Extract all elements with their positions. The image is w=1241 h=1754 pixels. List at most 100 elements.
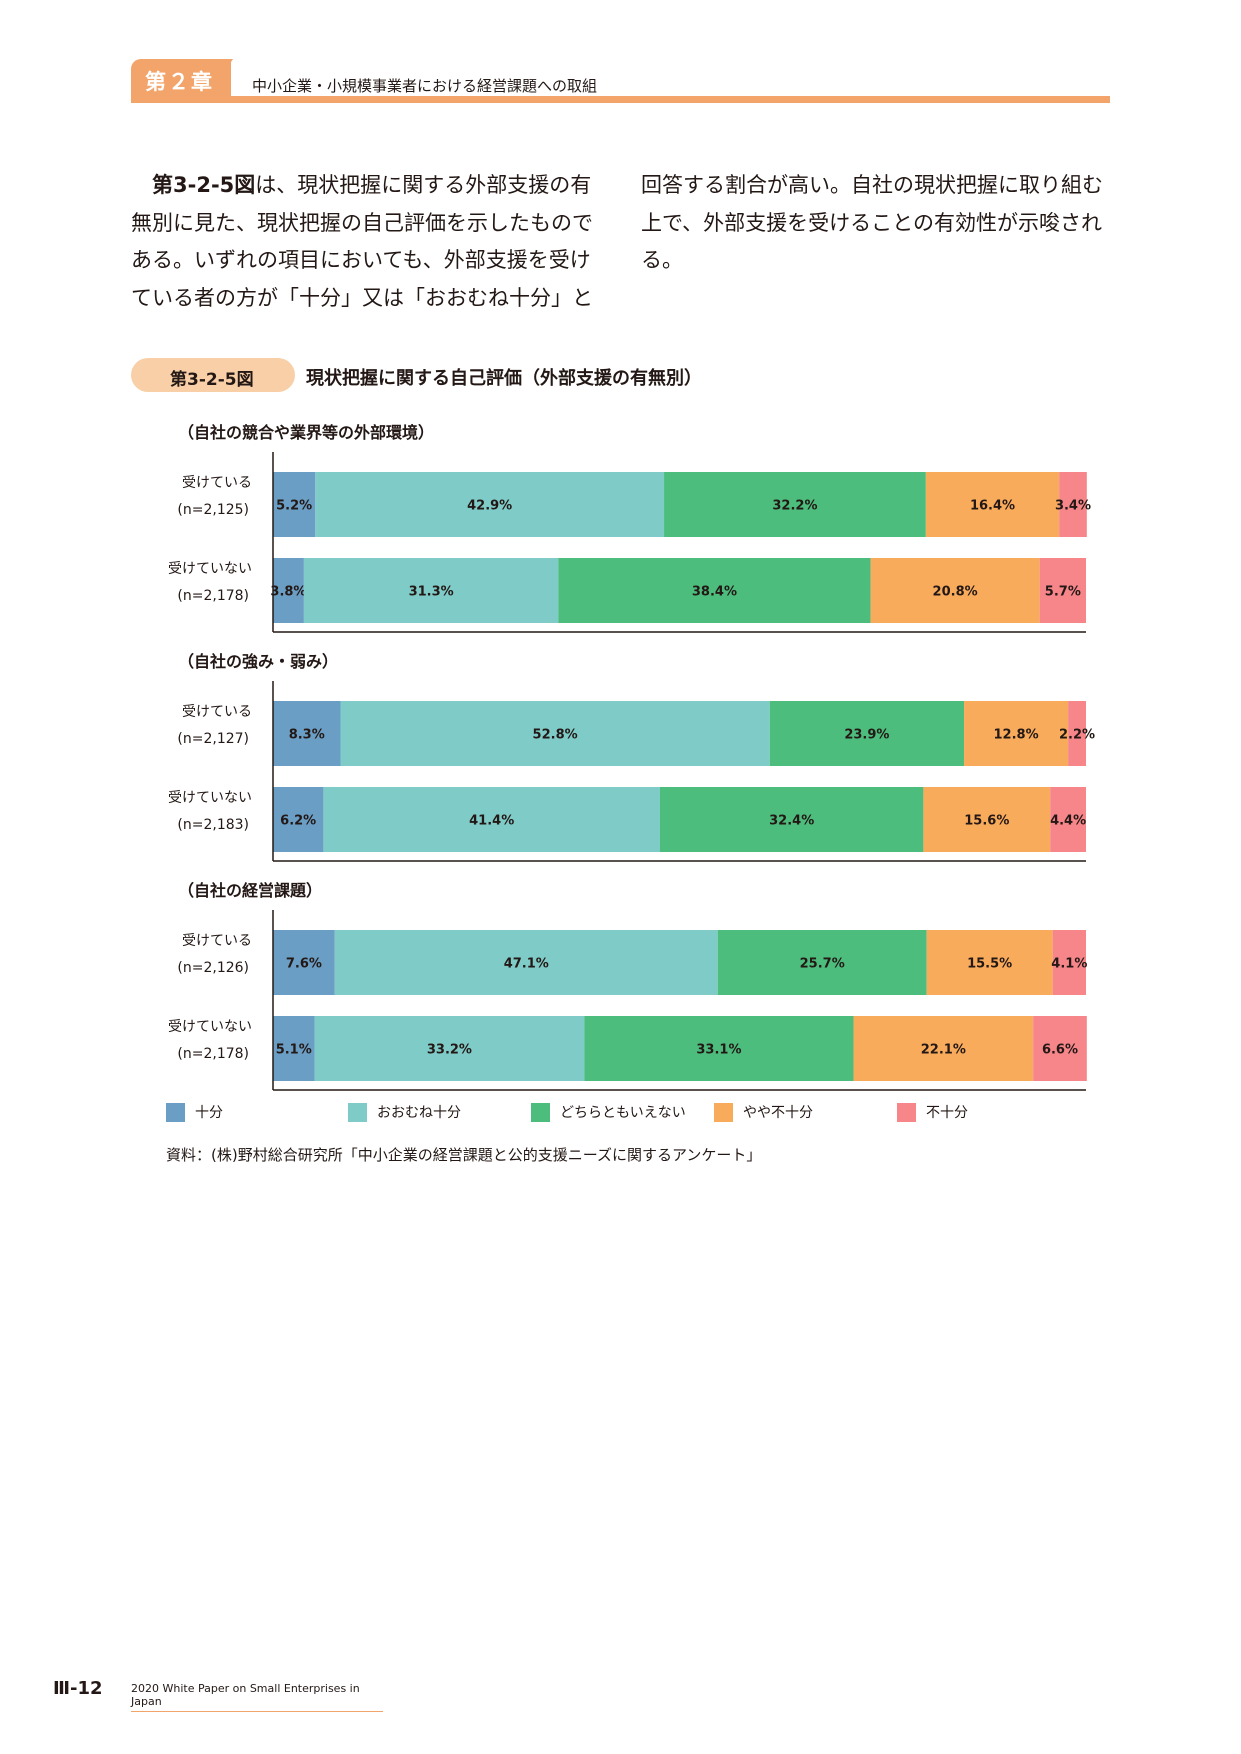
- bar-segment: [769, 701, 965, 766]
- data-label: 31.3%: [409, 585, 454, 600]
- bar-segment: [925, 472, 1060, 537]
- bar-segment: [853, 1016, 1034, 1081]
- bar-segment: [664, 472, 926, 537]
- data-label: 33.2%: [427, 1043, 472, 1058]
- group-title: （自社の経営課題）: [178, 881, 322, 900]
- bar-segment: [1059, 472, 1087, 537]
- body-paragraph-left: 第3-2-5図は、現状把握に関する外部支援の有無別に見た、現状把握の自己評価を示…: [131, 167, 611, 317]
- data-label: 25.7%: [800, 957, 845, 972]
- data-label: 12.8%: [994, 728, 1039, 743]
- data-label: 52.8%: [533, 728, 578, 743]
- body-paragraph-right: 回答する割合が高い。自社の現状把握に取り組む上で、外部支援を受けることの有効性が…: [641, 173, 1103, 272]
- data-label: 15.6%: [964, 814, 1009, 829]
- data-label: 4.4%: [1050, 814, 1086, 829]
- data-label: 6.6%: [1042, 1043, 1078, 1058]
- legend-label: どちらともいえない: [560, 1105, 686, 1121]
- legend-label: おおむね十分: [377, 1105, 461, 1121]
- data-label: 5.7%: [1045, 585, 1081, 600]
- data-label: 3.8%: [270, 585, 306, 600]
- legend-label: 不十分: [926, 1105, 968, 1121]
- page-number: Ⅲ-12: [53, 1678, 103, 1699]
- legend-label: やや不十分: [743, 1105, 813, 1121]
- bar-segment: [1033, 1016, 1087, 1081]
- legend-item: おおむね十分: [348, 1100, 461, 1124]
- group-title: （自社の競合や業界等の外部環境）: [178, 423, 434, 442]
- data-label: 32.4%: [769, 814, 814, 829]
- bar-segment: [926, 930, 1053, 995]
- legend-item: 不十分: [897, 1100, 968, 1124]
- bar-segment: [1052, 930, 1086, 995]
- data-label: 23.9%: [844, 728, 889, 743]
- bar-segment: [334, 930, 718, 995]
- data-label: 22.1%: [921, 1043, 966, 1058]
- legend-item: どちらともいえない: [531, 1100, 686, 1124]
- row-sample-size: (n=2,126): [177, 960, 249, 976]
- bar-segment: [870, 558, 1040, 623]
- data-label: 32.2%: [772, 499, 817, 514]
- row-label: 受けていない: [168, 561, 252, 577]
- bar-segment: [659, 787, 924, 852]
- figure-reference: 第3-2-5図: [152, 173, 256, 197]
- bar-segment: [1068, 701, 1086, 766]
- bar-segment: [303, 558, 559, 623]
- chart-legend: 十分 おおむね十分 どちらともいえない やや不十分 不十分: [0, 1100, 1241, 1124]
- bar-segment: [717, 930, 927, 995]
- row-sample-size: (n=2,125): [177, 502, 249, 518]
- data-label: 5.1%: [276, 1043, 312, 1058]
- row-sample-size: (n=2,178): [177, 1046, 249, 1062]
- data-label: 6.2%: [280, 814, 316, 829]
- bar-segment: [964, 701, 1069, 766]
- row-sample-size: (n=2,183): [177, 817, 249, 833]
- legend-swatch: [897, 1102, 916, 1122]
- bar-segment: [273, 787, 324, 852]
- bar-segment: [923, 787, 1051, 852]
- data-label: 8.3%: [289, 728, 325, 743]
- data-label: 20.8%: [933, 585, 978, 600]
- data-label: 47.1%: [504, 957, 549, 972]
- legend-label: 十分: [195, 1105, 223, 1121]
- bar-segment: [273, 1016, 315, 1081]
- data-label: 38.4%: [692, 585, 737, 600]
- legend-swatch: [531, 1102, 550, 1122]
- row-label: 受けていない: [168, 1019, 252, 1035]
- row-sample-size: (n=2,178): [177, 588, 249, 604]
- row-label: 受けている: [182, 933, 252, 949]
- bar-segment: [558, 558, 871, 623]
- data-label: 42.9%: [467, 499, 512, 514]
- legend-item: やや不十分: [714, 1100, 813, 1124]
- figure-title: 現状把握に関する自己評価（外部支援の有無別）: [306, 368, 702, 389]
- bar-segment: [314, 1016, 585, 1081]
- legend-swatch: [166, 1102, 185, 1122]
- data-label: 15.5%: [967, 957, 1012, 972]
- bar-segment: [273, 472, 316, 537]
- bar-segment: [315, 472, 665, 537]
- chapter-label: 第２章: [145, 70, 214, 94]
- data-label: 33.1%: [696, 1043, 741, 1058]
- bar-segment: [323, 787, 660, 852]
- group-title: （自社の強み・弱み）: [178, 652, 338, 671]
- data-label: 2.2%: [1059, 728, 1095, 743]
- bar-segment: [273, 930, 335, 995]
- body-text-left: は、現状把握に関する外部支援の有無別に見た、現状把握の自己評価を示したものである…: [131, 173, 593, 310]
- header-rule: [131, 96, 1110, 103]
- legend-swatch: [714, 1102, 733, 1122]
- figure-badge: [131, 358, 295, 392]
- row-label: 受けている: [182, 704, 252, 720]
- data-label: 41.4%: [469, 814, 514, 829]
- data-label: 3.4%: [1055, 499, 1091, 514]
- row-label: 受けていない: [168, 790, 252, 806]
- data-label: 7.6%: [286, 957, 322, 972]
- row-sample-size: (n=2,127): [177, 731, 249, 747]
- row-label: 受けている: [182, 475, 252, 491]
- bar-segment: [584, 1016, 854, 1081]
- data-label: 4.1%: [1051, 957, 1087, 972]
- publication-title: 2020 White Paper on Small Enterprises in…: [131, 1682, 383, 1712]
- data-label: 5.2%: [276, 499, 312, 514]
- chapter-title: 中小企業・小規模事業者における経営課題への取組: [252, 77, 598, 95]
- legend-item: 十分: [166, 1100, 223, 1124]
- legend-swatch: [348, 1102, 367, 1122]
- bar-segment: [1039, 558, 1086, 623]
- data-label: 16.4%: [970, 499, 1015, 514]
- source-note: 資料：(株)野村総合研究所「中小企業の経営課題と公的支援ニーズに関するアンケート…: [166, 1146, 762, 1164]
